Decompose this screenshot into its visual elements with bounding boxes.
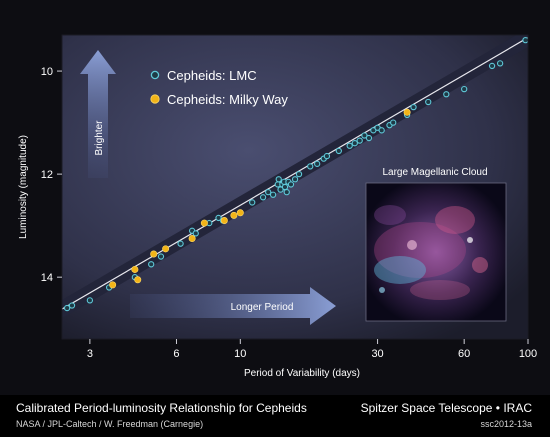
y-tick-label: 14: [41, 272, 53, 284]
fit-band-layer: [62, 35, 528, 318]
lmc-point: [63, 304, 71, 312]
lmc-point: [488, 62, 496, 70]
lmc-inset: Large Magellanic Cloud: [365, 167, 507, 322]
lmc-point: [157, 253, 165, 260]
lmc-point: [287, 181, 295, 188]
data-points-layer: [63, 37, 528, 312]
lmc-point: [335, 147, 342, 155]
brighter-arrow: Brighter: [80, 50, 116, 178]
lmc-point: [365, 134, 373, 142]
caption-bar: Calibrated Period-luminosity Relationshi…: [0, 395, 550, 437]
milky-way-point: [220, 216, 228, 224]
brighter-label: Brighter: [94, 120, 105, 156]
milky-way-point: [403, 108, 411, 116]
lmc-point: [390, 119, 397, 126]
lmc-point: [275, 176, 282, 183]
milky-way-point: [134, 276, 142, 284]
lmc-point: [281, 183, 289, 191]
lmc-point: [249, 199, 256, 206]
lmc-point: [68, 302, 76, 309]
lmc-point: [522, 37, 528, 44]
y-axis-label: Luminosity (magnitude): [18, 135, 29, 239]
lmc-point: [269, 191, 277, 198]
lmc-point: [295, 170, 303, 178]
lmc-point: [259, 194, 267, 201]
x-tick-label: 10: [234, 348, 246, 360]
legend-marker-milky-way: [150, 94, 160, 104]
longer-period-arrow: Longer Period: [130, 287, 336, 325]
lmc-point: [461, 85, 468, 93]
legend-marker-lmc: [150, 70, 160, 80]
caption-credit: NASA / JPL-Caltech / W. Freedman (Carneg…: [16, 419, 204, 429]
milky-way-point: [200, 219, 208, 227]
lmc-point: [177, 240, 184, 247]
x-tick-label: 6: [173, 348, 179, 360]
lmc-point: [425, 98, 432, 106]
lmc-point: [356, 137, 363, 144]
inset-image: [365, 182, 507, 322]
lmc-point: [361, 132, 368, 139]
milky-way-point: [131, 265, 139, 273]
chart-svg: Brighter Longer Period Large Magellanic …: [18, 34, 537, 379]
inset-title: Large Magellanic Cloud: [382, 167, 487, 178]
milky-way-point: [109, 281, 117, 289]
milky-way-point: [230, 211, 238, 219]
x-axis-label: Period of Variability (days): [244, 368, 360, 379]
x-tick-label: 3: [87, 348, 93, 360]
lmc-point: [346, 142, 353, 149]
lmc-point: [86, 297, 94, 304]
lmc-point: [314, 160, 321, 167]
caption-image-id: ssc2012-13a: [480, 419, 532, 429]
plot-frame: [61, 34, 529, 340]
lmc-point: [443, 91, 450, 98]
lmc-point: [323, 152, 331, 160]
milky-way-point: [162, 245, 170, 253]
x-tick-label: 60: [458, 348, 470, 360]
caption-mission: Spitzer Space Telescope • IRAC: [360, 401, 532, 415]
y-tick-label: 10: [41, 66, 53, 78]
legend: Cepheids: LMC Cepheids: Milky Way: [150, 68, 288, 107]
lmc-point: [192, 230, 199, 237]
legend-label-lmc: Cepheids: LMC: [167, 68, 257, 83]
legend-label-milky-way: Cepheids: Milky Way: [167, 92, 288, 107]
axes: 3 6 10 30 60 100 10 12 14: [41, 34, 537, 360]
milky-way-point: [188, 235, 196, 243]
lmc-point: [265, 189, 272, 196]
fit-line: [62, 37, 528, 310]
milky-way-point: [236, 209, 244, 217]
x-tick-label: 30: [371, 348, 383, 360]
caption-title: Calibrated Period-luminosity Relationshi…: [16, 401, 307, 415]
lmc-point: [410, 103, 417, 111]
milky-way-point: [150, 250, 158, 258]
lmc-point: [496, 60, 504, 67]
lmc-point: [378, 127, 385, 134]
chart-figure: Brighter Longer Period Large Magellanic …: [18, 34, 537, 379]
y-tick-label: 12: [41, 169, 53, 181]
galaxy-picture: [374, 205, 488, 300]
lmc-point: [307, 163, 314, 170]
longer-period-label: Longer Period: [231, 302, 294, 313]
lmc-point: [148, 261, 155, 268]
lmc-point: [283, 189, 290, 196]
x-tick-label: 100: [519, 348, 537, 360]
lmc-point: [351, 140, 358, 147]
lmc-point: [291, 176, 299, 183]
